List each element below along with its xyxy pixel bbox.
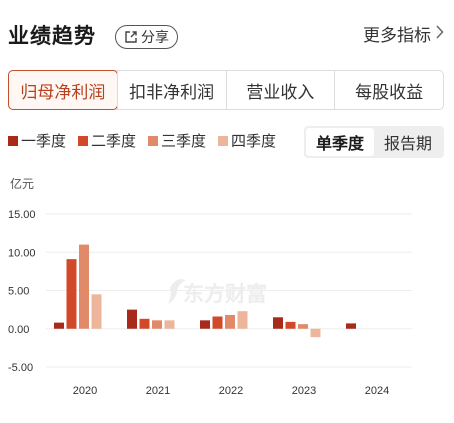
y-tick-label: -5.00: [8, 362, 33, 374]
performance-bar-chart: 东方财富 15.00 10.00 5.00 0.00 -5.00 2020 2021 2022 2…: [8, 209, 412, 397]
x-tick-label: 2021: [146, 385, 170, 397]
tab-deducted-net-profit[interactable]: 扣非净利润: [116, 71, 226, 109]
share-icon: [124, 30, 138, 44]
bar-2023-q2: [285, 321, 296, 329]
tab-revenue[interactable]: 营业收入: [225, 71, 335, 109]
legend-swatch-q2: [78, 135, 89, 146]
x-tick-label: 2024: [365, 385, 389, 397]
x-tick-label: 2022: [219, 385, 243, 397]
legend-item-q4[interactable]: 四季度: [218, 130, 276, 151]
x-tick-label: 2020: [73, 385, 97, 397]
y-tick-label: 5.00: [8, 286, 29, 298]
share-button[interactable]: 分享: [115, 25, 178, 49]
bar-2021-q2: [139, 318, 150, 329]
bar-2022-q2: [212, 316, 223, 329]
bar-2020-q4: [91, 294, 102, 329]
y-tick-label: 10.00: [8, 247, 36, 259]
bar-2024-q1: [346, 323, 356, 329]
bar-2023-q1: [273, 317, 283, 329]
bar-2023-q4: [310, 328, 321, 338]
chevron-right-icon: [435, 24, 444, 44]
watermark-text: 东方财富: [183, 282, 267, 306]
x-tick-label: 2023: [292, 385, 316, 397]
watermark-logo-icon: [168, 279, 186, 304]
more-indicators-label: 更多指标: [363, 26, 431, 45]
single-quarter-button[interactable]: 单季度: [306, 128, 374, 156]
bar-2022-q4: [237, 311, 248, 329]
legend-label-q2: 二季度: [91, 133, 137, 150]
metric-tabs: 归母净利润 扣非净利润 营业收入 每股收益: [8, 70, 444, 110]
period-toggle: 单季度 报告期: [304, 126, 444, 158]
bar-2020-q1: [54, 322, 64, 329]
watermark: 东方财富: [168, 279, 267, 306]
legend-item-q3[interactable]: 三季度: [148, 130, 206, 151]
y-axis-unit: 亿元: [10, 177, 35, 191]
more-indicators-link[interactable]: 更多指标: [363, 21, 444, 46]
page-title: 业绩趋势: [8, 25, 96, 48]
bar-2020-q3: [79, 244, 89, 329]
bar-2022-q1: [200, 320, 210, 329]
header: 业绩趋势 分享 更多指标: [0, 0, 454, 62]
y-tick-label: 15.00: [8, 209, 36, 221]
legend-item-q1[interactable]: 一季度: [8, 130, 66, 151]
legend-label-q3: 三季度: [161, 133, 207, 150]
bar-2023-q3: [298, 324, 308, 329]
tab-eps[interactable]: 每股收益: [334, 71, 443, 109]
legend-item-q2[interactable]: 二季度: [78, 130, 136, 151]
chart-legend: 一季度 二季度 三季度 四季度: [8, 130, 288, 151]
legend-swatch-q4: [218, 135, 229, 146]
legend-label-q4: 四季度: [231, 133, 277, 150]
bar-2020-q2: [66, 259, 77, 329]
bar-2021-q3: [152, 320, 162, 329]
report-period-button[interactable]: 报告期: [383, 136, 432, 153]
tab-net-profit[interactable]: 归母净利润: [8, 70, 118, 110]
legend-swatch-q1: [8, 135, 18, 146]
y-tick-label: 0.00: [8, 324, 29, 336]
bar-2021-q1: [127, 309, 137, 329]
share-label: 分享: [141, 29, 169, 45]
bar-2021-q4: [164, 320, 175, 329]
legend-swatch-q3: [148, 135, 159, 146]
legend-label-q1: 一季度: [21, 133, 67, 150]
bar-2022-q3: [225, 314, 235, 329]
